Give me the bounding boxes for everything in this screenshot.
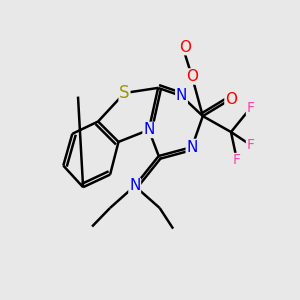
Text: N: N: [143, 122, 154, 137]
Text: O: O: [179, 40, 191, 55]
Text: F: F: [247, 138, 254, 152]
Text: N: N: [129, 178, 140, 194]
Text: F: F: [233, 154, 241, 167]
Text: O: O: [225, 92, 237, 106]
Text: N: N: [186, 140, 198, 154]
Text: F: F: [247, 101, 254, 115]
Text: S: S: [119, 84, 130, 102]
Text: N: N: [176, 88, 187, 104]
Text: O: O: [186, 69, 198, 84]
